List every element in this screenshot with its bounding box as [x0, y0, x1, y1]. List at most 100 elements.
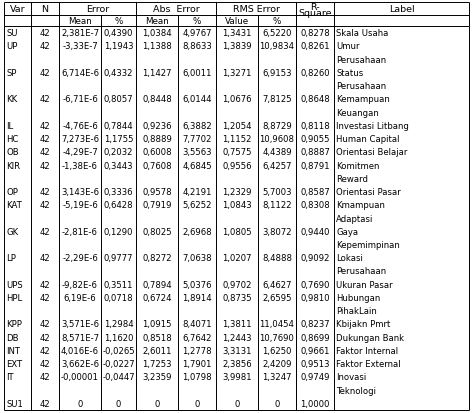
- Text: 0: 0: [77, 399, 83, 408]
- Text: 6,5220: 6,5220: [262, 29, 292, 38]
- Text: 0,9055: 0,9055: [300, 135, 330, 144]
- Text: 0,8025: 0,8025: [142, 227, 172, 236]
- Text: 1,2778: 1,2778: [182, 346, 212, 355]
- Text: KPP: KPP: [6, 320, 22, 329]
- Text: 7,0638: 7,0638: [182, 254, 212, 263]
- Text: 6,7642: 6,7642: [182, 333, 212, 342]
- Text: 1,0384: 1,0384: [142, 29, 172, 38]
- Text: 42: 42: [40, 161, 51, 170]
- Text: 42: 42: [40, 399, 51, 408]
- Text: 0,8261: 0,8261: [300, 42, 330, 51]
- Text: %: %: [273, 17, 281, 26]
- Text: 0,8308: 0,8308: [300, 201, 330, 210]
- Text: -0,0227: -0,0227: [102, 359, 135, 368]
- Text: Value: Value: [225, 17, 249, 26]
- Text: Skala Usaha: Skala Usaha: [336, 29, 388, 38]
- Text: -0,0447: -0,0447: [102, 373, 135, 382]
- Text: Keuangan: Keuangan: [336, 108, 379, 117]
- Text: 42: 42: [40, 346, 51, 355]
- Text: HPL: HPL: [6, 293, 22, 302]
- Text: -0,0265: -0,0265: [102, 346, 135, 355]
- Text: 0: 0: [116, 399, 121, 408]
- Text: -9,82E-6: -9,82E-6: [62, 280, 98, 289]
- Text: 1,1427: 1,1427: [142, 69, 172, 78]
- Text: 1,8914: 1,8914: [182, 293, 212, 302]
- Text: 7,8125: 7,8125: [262, 95, 292, 104]
- Text: 0,4390: 0,4390: [104, 29, 133, 38]
- Text: Hubungan: Hubungan: [336, 293, 380, 302]
- Text: 6,4627: 6,4627: [262, 280, 292, 289]
- Text: 1,7253: 1,7253: [142, 359, 172, 368]
- Text: GK: GK: [6, 227, 18, 236]
- Text: Reward: Reward: [336, 174, 368, 183]
- Text: 0,9661: 0,9661: [300, 346, 330, 355]
- Text: 1,3839: 1,3839: [222, 42, 252, 51]
- Text: 0,8448: 0,8448: [142, 95, 172, 104]
- Text: Umur: Umur: [336, 42, 359, 51]
- Text: 0,0718: 0,0718: [104, 293, 133, 302]
- Text: 4,9767: 4,9767: [182, 29, 212, 38]
- Text: 42: 42: [40, 373, 51, 382]
- Text: SU1: SU1: [6, 399, 23, 408]
- Text: 7,7702: 7,7702: [182, 135, 212, 144]
- Text: 3,3131: 3,3131: [222, 346, 252, 355]
- Text: 10,7690: 10,7690: [260, 333, 294, 342]
- Text: 0,8587: 0,8587: [300, 188, 330, 197]
- Text: 3,5563: 3,5563: [182, 148, 212, 157]
- Text: %: %: [193, 17, 201, 26]
- Text: Status: Status: [336, 69, 363, 78]
- Text: 1,0676: 1,0676: [222, 95, 252, 104]
- Text: KIR: KIR: [6, 161, 20, 170]
- Text: 1,1755: 1,1755: [104, 135, 133, 144]
- Text: Kemampuan: Kemampuan: [336, 95, 390, 104]
- Text: Dukungan Bank: Dukungan Bank: [336, 333, 404, 342]
- Text: 0,7894: 0,7894: [142, 280, 172, 289]
- Text: 1,2054: 1,2054: [222, 121, 252, 131]
- Text: IL: IL: [6, 121, 13, 131]
- Text: OP: OP: [6, 188, 18, 197]
- Text: 42: 42: [40, 359, 51, 368]
- Text: Komitmen: Komitmen: [336, 161, 379, 170]
- Text: Perusahaan: Perusahaan: [336, 82, 386, 91]
- Text: 0,8699: 0,8699: [300, 333, 330, 342]
- Text: 6,0011: 6,0011: [182, 69, 212, 78]
- Text: Mean: Mean: [145, 17, 169, 26]
- Text: Perusahaan: Perusahaan: [336, 267, 386, 276]
- Text: 3,571E-6: 3,571E-6: [61, 320, 99, 329]
- Text: 1,1620: 1,1620: [104, 333, 133, 342]
- Text: 6,4257: 6,4257: [262, 161, 292, 170]
- Text: 42: 42: [40, 42, 51, 51]
- Text: N: N: [42, 5, 49, 14]
- Text: 0,9777: 0,9777: [104, 254, 133, 263]
- Text: PihakLain: PihakLain: [336, 306, 377, 316]
- Text: Kmampuan: Kmampuan: [336, 201, 385, 210]
- Text: KAT: KAT: [6, 201, 22, 210]
- Text: 0,9810: 0,9810: [300, 293, 330, 302]
- Text: RMS Error: RMS Error: [233, 5, 280, 14]
- Text: 42: 42: [40, 29, 51, 38]
- Text: 1,2984: 1,2984: [104, 320, 133, 329]
- Text: 6,9153: 6,9153: [262, 69, 292, 78]
- Text: 0,8889: 0,8889: [142, 135, 172, 144]
- Text: 10,9608: 10,9608: [260, 135, 295, 144]
- Text: Abs  Error: Abs Error: [153, 5, 200, 14]
- Text: 1,3431: 1,3431: [222, 29, 252, 38]
- Text: 0: 0: [274, 399, 280, 408]
- Text: 3,143E-6: 3,143E-6: [61, 188, 99, 197]
- Text: -6,71E-6: -6,71E-6: [62, 95, 98, 104]
- Text: Kepemimpinan: Kepemimpinan: [336, 240, 400, 249]
- Text: Mean: Mean: [68, 17, 92, 26]
- Text: 7,273E-6: 7,273E-6: [61, 135, 99, 144]
- Text: 0,9702: 0,9702: [222, 280, 252, 289]
- Text: 0: 0: [194, 399, 200, 408]
- Text: 0,8237: 0,8237: [300, 320, 330, 329]
- Text: 2,6968: 2,6968: [182, 227, 212, 236]
- Text: 1,0000: 1,0000: [300, 399, 330, 408]
- Text: 1,0207: 1,0207: [222, 254, 252, 263]
- Text: Lokasi: Lokasi: [336, 254, 363, 263]
- Text: 0,7844: 0,7844: [104, 121, 133, 131]
- Text: 42: 42: [40, 188, 51, 197]
- Text: 0,8887: 0,8887: [300, 148, 330, 157]
- Text: Orientasi Belajar: Orientasi Belajar: [336, 148, 407, 157]
- Text: 6,19E-6: 6,19E-6: [64, 293, 96, 302]
